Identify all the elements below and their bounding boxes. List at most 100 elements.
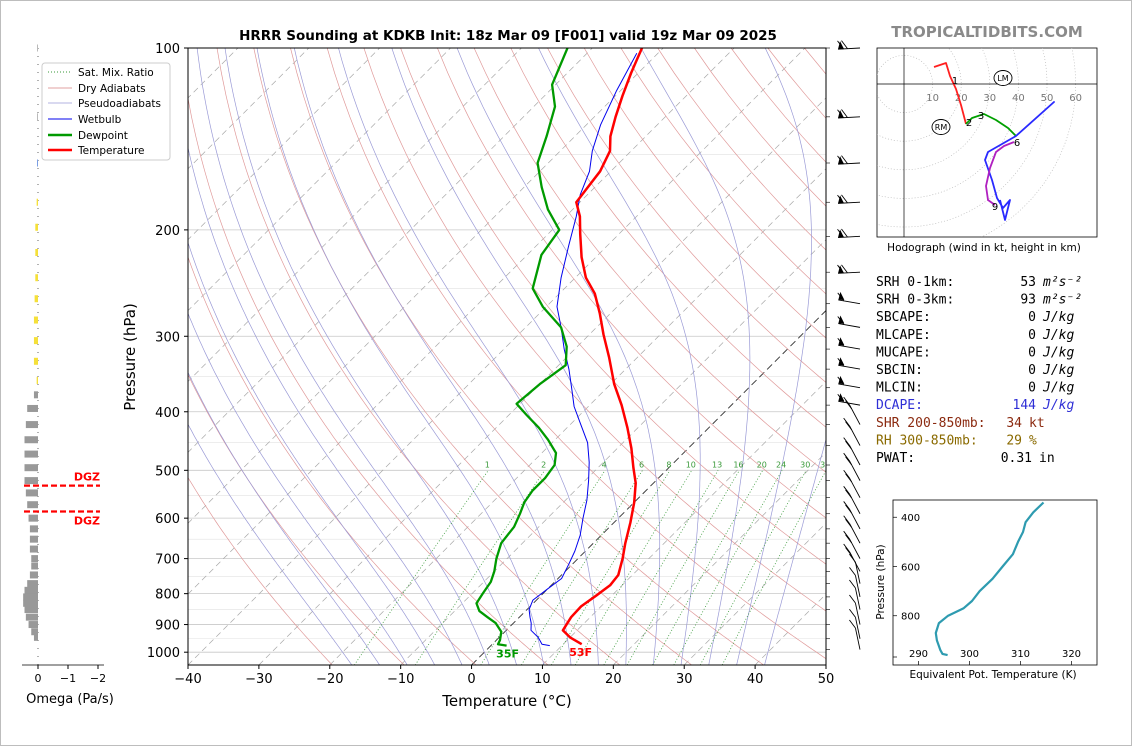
dry-adiabat bbox=[547, 48, 826, 383]
chart-title: HRRR Sounding at KDKB Init: 18z Mar 09 [… bbox=[239, 28, 777, 44]
legend-entry: Pseudoadiabats bbox=[78, 98, 161, 110]
index-label: DCAPE: bbox=[876, 398, 923, 413]
barb-shaft bbox=[854, 562, 861, 584]
omega-bar bbox=[24, 586, 38, 594]
wind-barb bbox=[843, 396, 861, 425]
barb-flag bbox=[837, 109, 844, 118]
dry-adiabat bbox=[253, 48, 692, 665]
omega-x-tick-label: 0 bbox=[35, 672, 42, 685]
mixing-ratio-label: 4 bbox=[602, 460, 607, 469]
hodograph-trace bbox=[965, 113, 1017, 137]
index-label: SRH 0-1km: bbox=[876, 275, 954, 290]
y-tick-label: 700 bbox=[155, 553, 180, 568]
barb-flag bbox=[837, 228, 844, 238]
index-row: MLCAPE: 0 J/kg bbox=[876, 328, 1074, 343]
omega-bar bbox=[24, 477, 38, 485]
legend-entry: Temperature bbox=[77, 145, 145, 157]
mixing-ratio-label: 13 bbox=[712, 460, 722, 469]
omega-axis-label: Omega (Pa/s) bbox=[26, 692, 114, 707]
omega-bar bbox=[28, 514, 38, 522]
legend-entry: Dry Adiabats bbox=[78, 83, 146, 95]
legend-entry: Wetbulb bbox=[78, 114, 122, 126]
mixing-ratio-line bbox=[652, 470, 764, 665]
isotherm bbox=[613, 451, 826, 665]
mixing-ratio-label: 2 bbox=[541, 460, 546, 469]
omega-bar bbox=[24, 450, 38, 458]
theta-e-y-tick-label: 400 bbox=[901, 513, 920, 524]
barb-flag bbox=[837, 337, 845, 347]
barb-flag bbox=[843, 396, 851, 406]
isotherm bbox=[188, 48, 735, 595]
pseudoadiabat bbox=[391, 48, 627, 665]
index-value: 144 bbox=[1013, 398, 1037, 413]
hodograph-range-label: 20 bbox=[955, 93, 968, 104]
mixing-ratio-line bbox=[699, 470, 807, 665]
x-tick-label: −30 bbox=[245, 672, 272, 687]
index-unit: kt bbox=[1029, 416, 1045, 431]
barb-shaft bbox=[838, 364, 861, 370]
barb-flag bbox=[837, 316, 845, 325]
y-tick-label: 1000 bbox=[147, 646, 180, 661]
dry-adiabat bbox=[510, 48, 826, 428]
hodograph-marker bbox=[993, 70, 1013, 86]
wind-barb bbox=[843, 515, 861, 544]
barb-flag bbox=[841, 155, 848, 164]
index-label: SHR 200-850mb: bbox=[876, 416, 986, 431]
index-label: PWAT: bbox=[876, 451, 915, 466]
omega-bar bbox=[35, 223, 38, 231]
barb-flag bbox=[843, 417, 851, 427]
pseudoadiabat bbox=[338, 48, 599, 665]
legend-entry: Dewpoint bbox=[78, 130, 128, 142]
omega-bar bbox=[35, 274, 38, 282]
omega-bar bbox=[37, 44, 38, 52]
barb-shaft bbox=[854, 617, 861, 639]
mixing-ratio-label: 24 bbox=[776, 460, 786, 469]
barb-flag bbox=[837, 40, 844, 50]
omega-x-tick-label: −1 bbox=[60, 672, 76, 685]
y-tick-label: 400 bbox=[155, 406, 180, 421]
dgz-label: DGZ bbox=[74, 471, 100, 484]
barb-shaft bbox=[838, 344, 861, 350]
hodograph-height-label: 2 bbox=[966, 118, 972, 129]
mixing-ratio-label: 16 bbox=[733, 460, 743, 469]
hodograph-marker-label: LM bbox=[997, 74, 1008, 83]
dry-adiabat bbox=[583, 48, 826, 339]
dry-adiabat bbox=[363, 48, 826, 612]
legend-entry: Sat. Mix. Ratio bbox=[78, 67, 154, 79]
pseudoadiabat bbox=[188, 146, 463, 665]
hodograph-panel: 10 20 30 40 50 60 1 23 6 9 LM RM bbox=[876, 47, 1098, 238]
barb-flag bbox=[849, 594, 856, 604]
trace-dewpoint bbox=[475, 48, 569, 647]
pseudoadiabat bbox=[736, 48, 812, 665]
index-label: MUCAPE: bbox=[876, 345, 931, 360]
omega-bar bbox=[24, 464, 38, 472]
isotherm bbox=[471, 309, 826, 665]
barb-flag bbox=[841, 40, 848, 49]
barb-flag bbox=[849, 567, 856, 576]
pseudoadiabat bbox=[256, 48, 545, 665]
barb-flag bbox=[837, 264, 844, 274]
barb-flag bbox=[849, 579, 856, 589]
x-tick-label: 30 bbox=[676, 672, 693, 687]
index-unit: J/kg bbox=[1042, 345, 1074, 360]
wind-barb bbox=[843, 452, 861, 481]
barb-pennant bbox=[838, 315, 845, 324]
dry-adiabat bbox=[473, 48, 826, 473]
theta-e-x-tick-label: 310 bbox=[1011, 649, 1030, 660]
index-unit: J/kg bbox=[1042, 310, 1074, 325]
barb-flag bbox=[845, 421, 852, 430]
mixing-ratio-label: 36 bbox=[820, 460, 830, 469]
barb-flag bbox=[841, 109, 848, 118]
mixing-ratio-label: 20 bbox=[757, 460, 767, 469]
index-unit: m²s⁻² bbox=[1042, 275, 1082, 290]
index-unit: in bbox=[1039, 451, 1055, 466]
barb-pennant bbox=[838, 337, 845, 346]
barb-flag bbox=[845, 547, 852, 556]
hodograph-range-label: 60 bbox=[1069, 93, 1082, 104]
hodograph-height-label: 6 bbox=[1014, 138, 1020, 149]
barb-shaft bbox=[854, 627, 861, 650]
dry-adiabat bbox=[188, 96, 549, 665]
pseudoadiabat bbox=[293, 48, 572, 665]
wind-barb bbox=[849, 594, 861, 625]
